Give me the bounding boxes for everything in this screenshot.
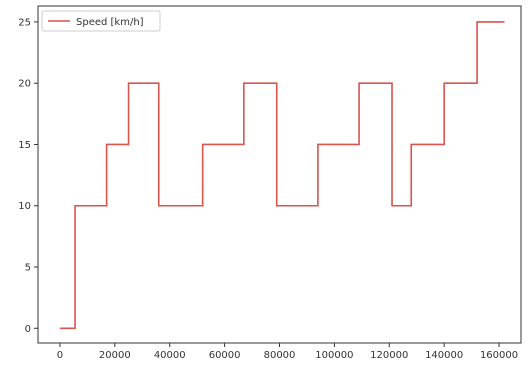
x-tick-label: 160000 (480, 350, 518, 361)
y-tick-label: 25 (18, 17, 31, 28)
legend-box (41, 10, 161, 32)
plot-frame (37, 5, 522, 344)
legend-entry-speed: Speed [km/h] (76, 17, 144, 28)
y-tick-label: 15 (18, 140, 31, 151)
y-tick-label: 10 (18, 201, 31, 212)
y-tick-label: 0 (25, 324, 31, 335)
series-group (59, 21, 505, 330)
series-line-speed (59, 21, 505, 330)
legend: Speed [km/h] (41, 10, 161, 32)
x-tick-label: 100000 (315, 350, 353, 361)
x-tick-label: 0 (57, 350, 63, 361)
x-tick-label: 40000 (154, 350, 186, 361)
x-tick-label: 80000 (264, 350, 296, 361)
y-axis: 0 5 10 15 20 25 (18, 17, 38, 335)
x-tick-label: 20000 (99, 350, 131, 361)
y-tick-label: 5 (25, 263, 31, 274)
x-tick-label: 60000 (209, 350, 241, 361)
y-tick-label: 20 (18, 79, 31, 90)
x-axis: 0 20000 40000 60000 80000 100000 120000 140000 1… (57, 343, 518, 361)
plot-area-border (37, 5, 522, 344)
x-tick-label: 120000 (370, 350, 408, 361)
x-tick-label: 140000 (425, 350, 463, 361)
